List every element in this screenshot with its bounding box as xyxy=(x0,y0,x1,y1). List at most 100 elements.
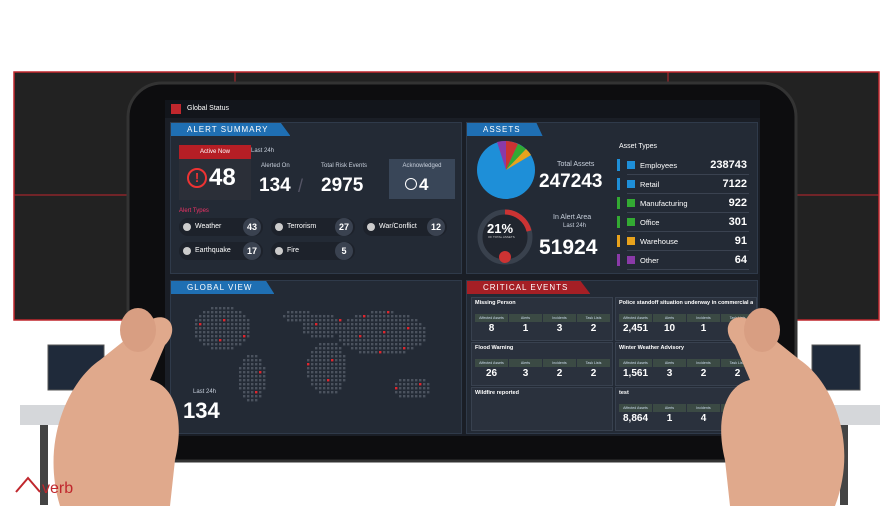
map-dot xyxy=(203,327,206,330)
map-dot xyxy=(235,319,238,322)
map-dot xyxy=(423,383,426,386)
type-icon xyxy=(367,223,375,231)
map-dot xyxy=(247,379,250,382)
event-title: Missing Person xyxy=(475,300,516,306)
map-dot xyxy=(403,391,406,394)
map-dot xyxy=(395,383,398,386)
map-dot xyxy=(327,335,330,338)
map-dot xyxy=(251,359,254,362)
global-view-panel: GLOBAL VIEW Last 24h 134 xyxy=(170,280,462,434)
map-dot xyxy=(307,319,310,322)
map-dot xyxy=(415,387,418,390)
map-dot xyxy=(407,315,410,318)
map-dot xyxy=(415,319,418,322)
map-dot xyxy=(371,327,374,330)
map-dot xyxy=(407,319,410,322)
map-dot xyxy=(307,327,310,330)
type-row xyxy=(271,218,355,236)
map-dot xyxy=(247,375,250,378)
stat-label: Affected Assets xyxy=(619,314,652,322)
map-dot xyxy=(335,355,338,358)
map-dot xyxy=(331,351,334,354)
map-dot xyxy=(215,323,218,326)
map-dot xyxy=(327,359,330,362)
map-dot xyxy=(227,327,230,330)
map-dot xyxy=(315,355,318,358)
stat-label: Affected Assets xyxy=(475,314,508,322)
map-dot xyxy=(411,391,414,394)
period: Last 24h xyxy=(251,148,275,154)
stat-value: 10 xyxy=(663,323,676,334)
map-dot xyxy=(407,391,410,394)
map-dot xyxy=(255,379,258,382)
asset-value: 922 xyxy=(728,197,747,209)
stat-value: 3 xyxy=(556,323,563,334)
map-dot xyxy=(243,331,246,334)
map-dot xyxy=(347,343,350,346)
map-dot xyxy=(327,363,330,366)
stat-label: Alerts xyxy=(653,314,686,322)
map-dot xyxy=(315,367,318,370)
map-dot xyxy=(243,383,246,386)
map-dot xyxy=(311,367,314,370)
stat-value: 1 xyxy=(522,323,529,334)
event-card[interactable]: Wildfire reported xyxy=(471,387,613,431)
map-dot xyxy=(199,339,202,342)
logo-icon xyxy=(171,104,181,114)
map-dot xyxy=(327,343,330,346)
stat-label: Alerts xyxy=(653,404,686,412)
map-dot xyxy=(403,323,406,326)
map-dot xyxy=(303,327,306,330)
map-dot xyxy=(407,343,410,346)
map-dot xyxy=(215,327,218,330)
map-dot xyxy=(303,311,306,314)
asset-rule xyxy=(627,250,749,251)
event-card[interactable]: Missing Person Affected Assets 8 Alerts 1 Inc… xyxy=(471,297,613,341)
map-dot xyxy=(355,323,358,326)
map-dot xyxy=(375,343,378,346)
asset-icon xyxy=(627,199,635,207)
map-dot xyxy=(335,351,338,354)
map-dot xyxy=(403,383,406,386)
event-card[interactable]: Flood Warning Affected Assets 26 Alerts 3 Inc… xyxy=(471,342,613,386)
map-dot xyxy=(339,367,342,370)
map-dot xyxy=(391,351,394,354)
map-dot xyxy=(243,387,246,390)
map-dot xyxy=(327,379,330,382)
map-dot xyxy=(311,351,314,354)
map-dot xyxy=(203,335,206,338)
map-dot xyxy=(219,347,222,350)
map-dot xyxy=(239,331,242,334)
map-dot xyxy=(199,315,202,318)
map-dot xyxy=(423,335,426,338)
map-dot xyxy=(227,335,230,338)
stat-label: Affected Assets xyxy=(475,359,508,367)
stat-value: 3 xyxy=(666,368,673,379)
map-dot xyxy=(395,387,398,390)
map-dot xyxy=(203,343,206,346)
map-dot xyxy=(223,315,226,318)
map-dot xyxy=(219,331,222,334)
map-dot xyxy=(311,383,314,386)
map-dot xyxy=(371,331,374,334)
map-dot xyxy=(247,359,250,362)
map-dot xyxy=(291,311,294,314)
map-dot xyxy=(375,331,378,334)
map-dot xyxy=(231,327,234,330)
map-dot xyxy=(403,339,406,342)
map-dot xyxy=(407,339,410,342)
map-dot xyxy=(315,383,318,386)
map-dot xyxy=(195,331,198,334)
global-value: 134 xyxy=(183,398,220,423)
type-value: 43 xyxy=(243,218,261,236)
map-dot xyxy=(403,335,406,338)
map-dot xyxy=(203,331,206,334)
map-dot xyxy=(371,319,374,322)
map-dot xyxy=(207,311,210,314)
stat-value: 1,561 xyxy=(622,368,649,379)
stat-label: Incidents xyxy=(543,359,576,367)
map-dot xyxy=(307,371,310,374)
map-dot xyxy=(307,315,310,318)
map-dot xyxy=(391,343,394,346)
map-dot xyxy=(311,375,314,378)
